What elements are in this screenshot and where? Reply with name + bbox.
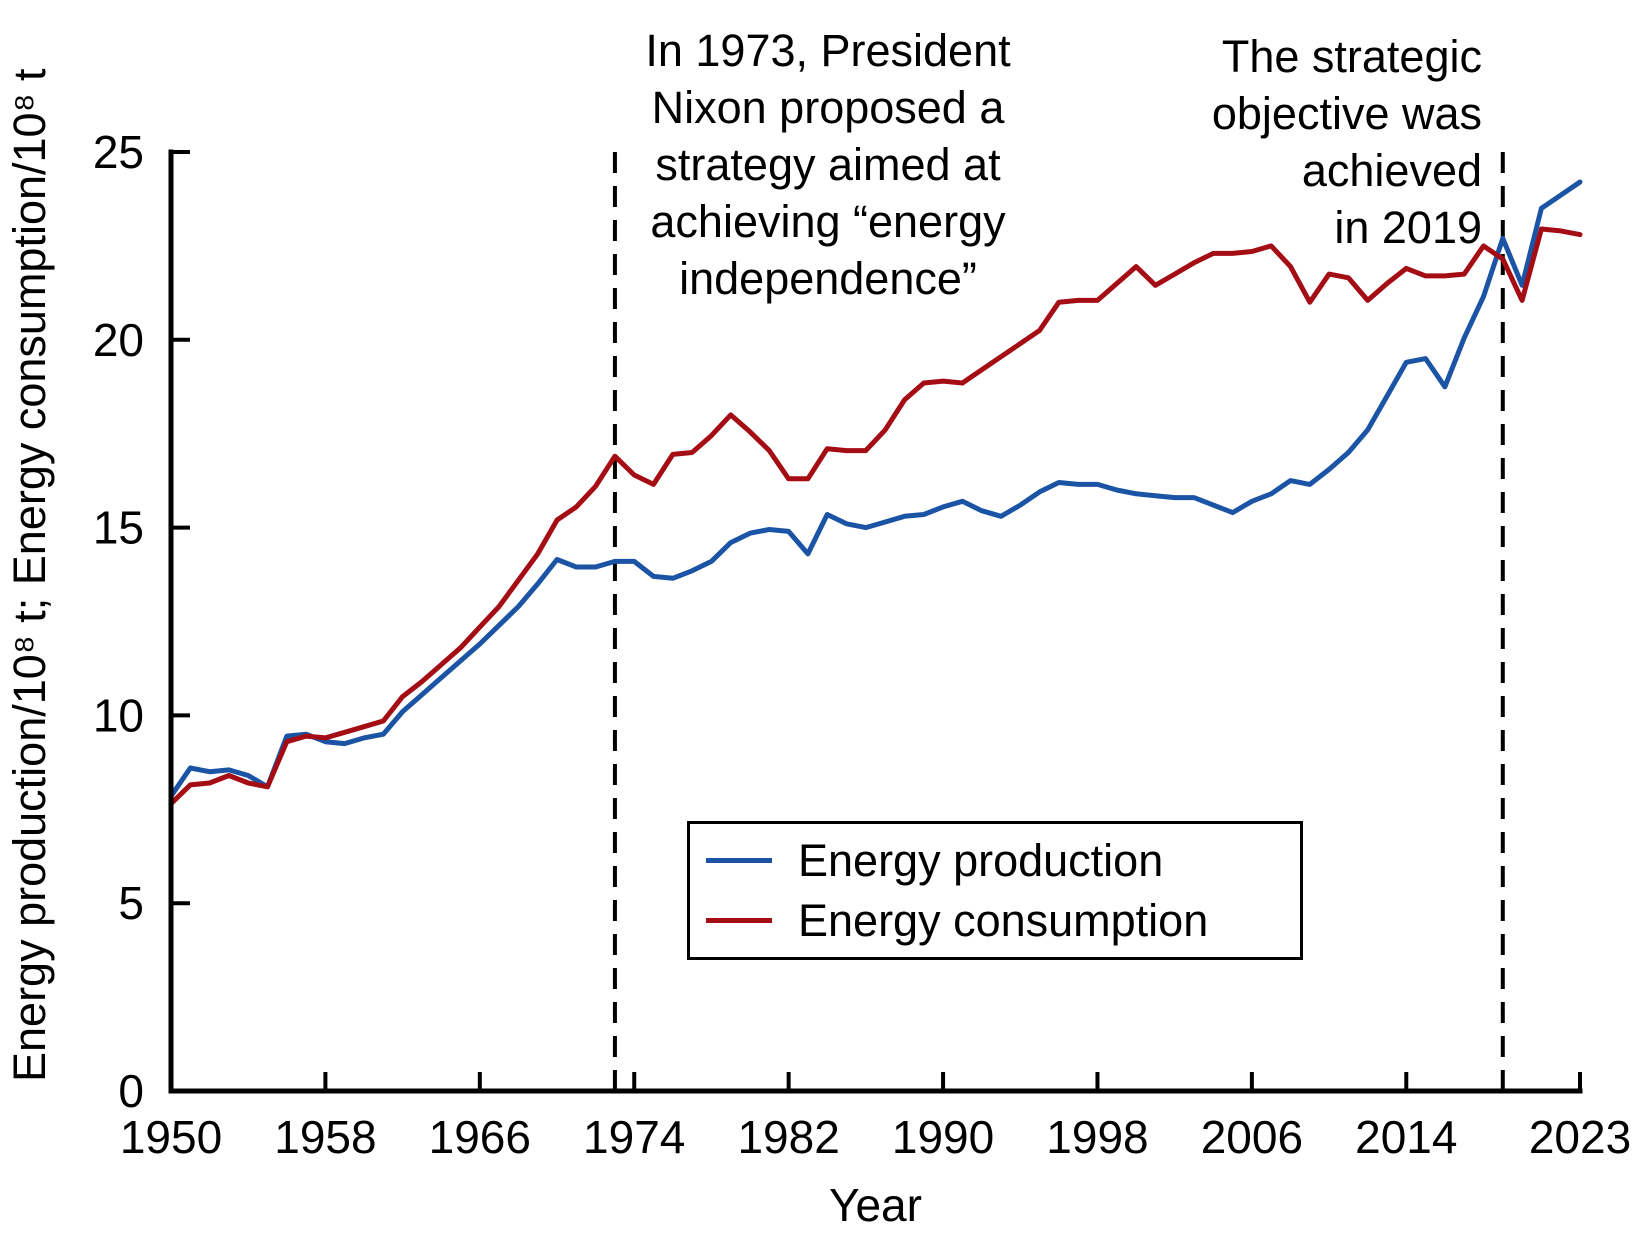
y-tick-label-25: 25 (93, 126, 144, 178)
y-tick-label-15: 15 (93, 502, 144, 554)
y-tick-label-5: 5 (118, 877, 144, 929)
x-tick-label-1974: 1974 (583, 1111, 685, 1163)
legend-item-consumption: Energy consumption (690, 891, 1300, 951)
energy-consumption-line (168, 226, 1583, 807)
annotation-1973-nixon: In 1973, President Nixon proposed a stra… (645, 25, 1011, 304)
annotation-2019-objective: The strategic objective was achieved in … (1211, 31, 1482, 253)
legend-label-consumption: Energy consumption (798, 894, 1209, 946)
production-line-swatch (706, 858, 772, 863)
x-tick-label-2014: 2014 (1355, 1111, 1457, 1163)
consumption-line-swatch (706, 918, 772, 923)
x-tick-label-2006: 2006 (1201, 1111, 1303, 1163)
x-tick-label-1982: 1982 (737, 1111, 839, 1163)
legend-item-production: Energy production (690, 831, 1300, 891)
x-tick-label-1998: 1998 (1046, 1111, 1148, 1163)
y-axis-label: Energy production/10⁸ t; Energy consumpt… (4, 68, 55, 1082)
x-tick-label-1958: 1958 (274, 1111, 376, 1163)
y-tick-label-20: 20 (93, 314, 144, 366)
y-tick-label-10: 10 (93, 689, 144, 741)
energy-production-line (168, 179, 1583, 799)
x-tick-label-1966: 1966 (429, 1111, 531, 1163)
x-axis-label: Year (829, 1179, 922, 1231)
legend-label-production: Energy production (798, 834, 1164, 886)
x-tick-label-1990: 1990 (892, 1111, 994, 1163)
legend: Energy production Energy consumption (687, 821, 1303, 960)
x-tick-label-2023: 2023 (1529, 1111, 1631, 1163)
y-tick-label-0: 0 (118, 1065, 144, 1117)
x-tick-label-1950: 1950 (120, 1111, 222, 1163)
